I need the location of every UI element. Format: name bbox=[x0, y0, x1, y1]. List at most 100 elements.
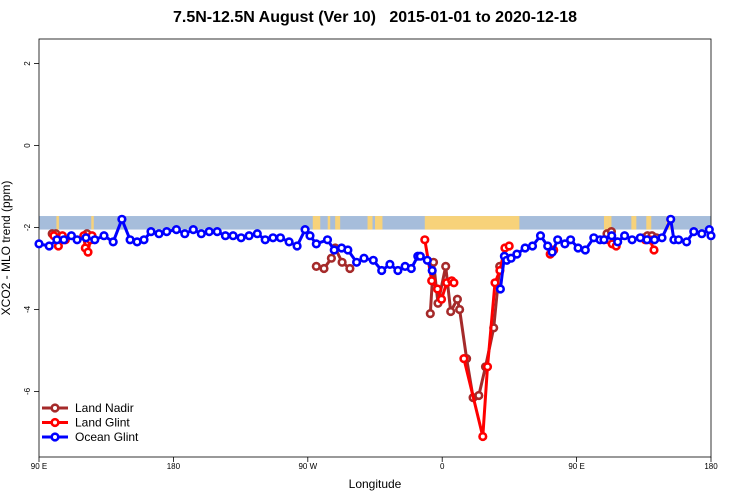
ocean-glint-point bbox=[305, 231, 315, 241]
ocean-glint-point bbox=[99, 231, 109, 241]
x-tick-label: 180 bbox=[704, 462, 718, 471]
land-band-segment bbox=[424, 216, 520, 230]
ocean-glint-point bbox=[580, 245, 590, 255]
ocean-glint-point bbox=[260, 235, 270, 245]
land-nadir-point bbox=[452, 294, 463, 304]
x-tick-label: 90 W bbox=[298, 462, 317, 471]
x-tick-label: 0 bbox=[440, 462, 445, 471]
land-nadir-point bbox=[326, 253, 337, 263]
y-tick-label: 2 bbox=[23, 61, 32, 66]
x-tick-label: 90 E bbox=[568, 462, 584, 471]
ocean-glint-point bbox=[311, 239, 321, 249]
ocean-glint-point bbox=[520, 243, 530, 253]
y-tick-label: -6 bbox=[23, 387, 32, 395]
land-nadir-point bbox=[337, 257, 347, 267]
ocean-glint-point bbox=[180, 229, 190, 239]
ocean-glint-point bbox=[359, 253, 369, 263]
ocean-glint-point bbox=[66, 231, 76, 241]
ocean-glint-point bbox=[252, 229, 262, 239]
land-glint-point bbox=[649, 245, 659, 255]
ocean-glint-point bbox=[666, 214, 676, 224]
ocean-glint-point bbox=[52, 235, 62, 245]
ocean-glint-point bbox=[512, 249, 522, 259]
land-glint-point bbox=[427, 276, 437, 286]
ocean-glint-point bbox=[352, 257, 362, 267]
ocean-glint-point bbox=[535, 231, 546, 241]
ocean-glint-point bbox=[506, 253, 516, 263]
ocean-glint-point bbox=[236, 233, 246, 243]
ocean-glint-point bbox=[139, 235, 149, 245]
legend-marker-ocean-glint bbox=[50, 432, 60, 442]
land-band-segment bbox=[312, 216, 321, 230]
ocean-glint-point bbox=[329, 245, 339, 255]
ocean-glint-point bbox=[154, 229, 164, 239]
ocean-glint-point bbox=[343, 245, 353, 255]
land-band-segment bbox=[327, 216, 331, 230]
ocean-glint-point bbox=[162, 227, 172, 237]
land-glint-point bbox=[436, 294, 447, 304]
ocean-glint-point bbox=[117, 214, 127, 224]
ocean-glint-point bbox=[377, 265, 387, 276]
land-glint-point bbox=[490, 278, 500, 288]
land-band-segment bbox=[631, 216, 637, 230]
ocean-glint-point bbox=[649, 235, 660, 245]
legend-label-ocean-glint: Ocean Glint bbox=[75, 430, 139, 444]
ocean-glint-point bbox=[406, 263, 416, 274]
ocean-glint-point bbox=[188, 225, 198, 235]
land-band-segment bbox=[608, 216, 612, 230]
ocean-glint-point bbox=[673, 235, 684, 245]
ocean-glint-point bbox=[415, 251, 425, 261]
ocean-glint-point bbox=[125, 235, 135, 245]
legend-label-land-nadir: Land Nadir bbox=[75, 401, 134, 415]
land-band-segment bbox=[335, 216, 341, 230]
ocean-glint-point bbox=[368, 255, 378, 265]
ocean-glint-point bbox=[543, 241, 553, 251]
ocean-glint-point bbox=[613, 237, 623, 247]
land-nadir-point bbox=[446, 306, 456, 317]
series-ocean-glint bbox=[34, 214, 716, 294]
ocean-glint-point bbox=[495, 284, 506, 294]
land-band-segment bbox=[646, 216, 652, 230]
land-band-segment bbox=[375, 216, 383, 230]
ocean-glint-point bbox=[322, 235, 333, 245]
y-tick-label: -2 bbox=[23, 223, 32, 231]
series-land-nadir bbox=[47, 227, 662, 403]
x-tick-label: 180 bbox=[167, 462, 181, 471]
ocean-glint-point bbox=[146, 227, 156, 237]
ocean-glint-point bbox=[627, 235, 637, 245]
ocean-glint-point bbox=[553, 235, 563, 245]
x-tick-label: 90 E bbox=[31, 462, 47, 471]
land-glint-point bbox=[504, 241, 514, 251]
x-axis-title: Longitude bbox=[349, 477, 402, 491]
y-tick-label: -4 bbox=[23, 305, 32, 313]
ocean-glint-point bbox=[565, 235, 576, 245]
legend-label-land-glint: Land Glint bbox=[75, 416, 130, 430]
land-band-segment bbox=[367, 216, 373, 230]
land-nadir-point bbox=[425, 309, 435, 319]
land-glint-point bbox=[420, 235, 430, 245]
ocean-glint-point bbox=[34, 239, 44, 249]
ocean-glint-point bbox=[547, 247, 557, 257]
ocean-glint-point bbox=[385, 259, 395, 270]
land-glint-point bbox=[432, 284, 443, 294]
y-tick-label: 0 bbox=[23, 143, 32, 148]
surface-band bbox=[39, 216, 711, 230]
ocean-glint-point bbox=[697, 229, 707, 239]
ocean-glint-point bbox=[393, 265, 403, 276]
ocean-glint-point bbox=[44, 241, 54, 251]
land-nadir-point bbox=[441, 261, 451, 272]
ocean-glint-point bbox=[599, 235, 609, 245]
ocean-glint-point bbox=[573, 243, 583, 253]
ocean-glint-point bbox=[619, 231, 630, 241]
ocean-glint-point bbox=[81, 233, 91, 243]
chart-title: 7.5N-12.5N August (Ver 10) 2015-01-01 to… bbox=[172, 9, 578, 26]
legend-marker-land-glint bbox=[50, 417, 60, 428]
ocean-glint-point bbox=[527, 241, 538, 251]
series-layer bbox=[34, 214, 716, 442]
ocean-glint-point bbox=[422, 255, 432, 265]
ocean-glint-point bbox=[689, 227, 699, 237]
axes: 90 E 180 90 W 0 90 E 180 -6 -4 -2 0 2 bbox=[23, 61, 718, 471]
land-band-segment bbox=[603, 216, 609, 230]
